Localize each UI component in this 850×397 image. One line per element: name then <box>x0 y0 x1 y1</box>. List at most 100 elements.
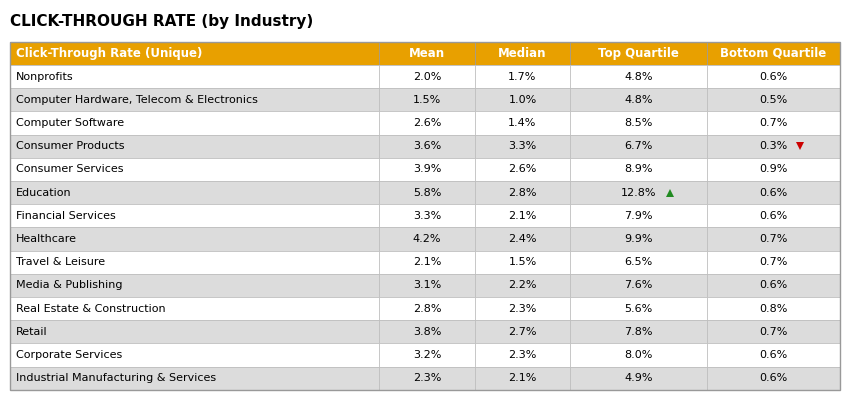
Text: 2.0%: 2.0% <box>413 71 441 81</box>
Text: 2.6%: 2.6% <box>508 164 536 174</box>
Bar <box>10 204 379 227</box>
Text: Industrial Manufacturing & Services: Industrial Manufacturing & Services <box>16 373 216 383</box>
Text: 7.6%: 7.6% <box>625 280 653 290</box>
Text: 7.9%: 7.9% <box>625 211 653 221</box>
Text: Top Quartile: Top Quartile <box>598 47 679 60</box>
Bar <box>10 274 379 297</box>
Text: 2.4%: 2.4% <box>508 234 536 244</box>
Bar <box>707 204 840 227</box>
Bar <box>475 135 570 158</box>
Bar <box>10 251 379 274</box>
Text: 8.0%: 8.0% <box>625 350 653 360</box>
Bar <box>570 343 707 367</box>
Text: 2.1%: 2.1% <box>508 373 536 383</box>
Bar <box>570 204 707 227</box>
Bar <box>10 320 379 343</box>
Bar <box>10 227 379 251</box>
Text: Mean: Mean <box>409 47 445 60</box>
Bar <box>475 274 570 297</box>
Bar <box>570 227 707 251</box>
Text: 0.6%: 0.6% <box>759 280 788 290</box>
Text: 2.3%: 2.3% <box>508 350 536 360</box>
Text: Median: Median <box>498 47 547 60</box>
Text: 3.1%: 3.1% <box>413 280 441 290</box>
Bar <box>475 227 570 251</box>
Bar <box>570 88 707 111</box>
Bar <box>707 135 840 158</box>
Text: 0.6%: 0.6% <box>759 71 788 81</box>
Text: Consumer Products: Consumer Products <box>16 141 125 151</box>
Text: Computer Software: Computer Software <box>16 118 124 128</box>
Bar <box>10 42 840 390</box>
Text: 4.2%: 4.2% <box>413 234 441 244</box>
Bar <box>570 111 707 135</box>
Bar <box>570 42 707 65</box>
Bar <box>707 111 840 135</box>
Text: 0.7%: 0.7% <box>759 327 788 337</box>
Text: 0.7%: 0.7% <box>759 257 788 267</box>
Bar <box>475 320 570 343</box>
Text: 3.3%: 3.3% <box>508 141 536 151</box>
Text: 5.8%: 5.8% <box>413 187 441 198</box>
Text: 1.0%: 1.0% <box>508 95 536 105</box>
Bar <box>475 158 570 181</box>
Bar <box>10 343 379 367</box>
Bar <box>379 88 475 111</box>
Bar <box>707 65 840 88</box>
Text: 0.7%: 0.7% <box>759 118 788 128</box>
Text: Click-Through Rate (Unique): Click-Through Rate (Unique) <box>16 47 202 60</box>
Bar <box>475 181 570 204</box>
Text: 3.8%: 3.8% <box>413 327 441 337</box>
Text: 0.3%: 0.3% <box>759 141 788 151</box>
Bar <box>379 111 475 135</box>
Bar <box>10 42 379 65</box>
Bar <box>707 251 840 274</box>
Bar <box>570 65 707 88</box>
Bar <box>379 135 475 158</box>
Text: 9.9%: 9.9% <box>625 234 653 244</box>
Bar <box>379 181 475 204</box>
Text: 8.9%: 8.9% <box>625 164 653 174</box>
Bar <box>570 251 707 274</box>
Text: 6.7%: 6.7% <box>625 141 653 151</box>
Bar <box>707 274 840 297</box>
Text: 4.8%: 4.8% <box>625 71 653 81</box>
Bar <box>10 135 379 158</box>
Text: 5.6%: 5.6% <box>625 304 653 314</box>
Bar <box>707 343 840 367</box>
Text: 2.8%: 2.8% <box>413 304 441 314</box>
Bar <box>570 297 707 320</box>
Bar <box>570 135 707 158</box>
Bar <box>379 42 475 65</box>
Bar <box>475 367 570 390</box>
Text: Travel & Leisure: Travel & Leisure <box>16 257 105 267</box>
Bar <box>707 227 840 251</box>
Text: 1.4%: 1.4% <box>508 118 536 128</box>
Text: 3.9%: 3.9% <box>413 164 441 174</box>
Text: 12.8%: 12.8% <box>620 187 656 198</box>
Text: 2.2%: 2.2% <box>508 280 536 290</box>
Bar <box>10 367 379 390</box>
Bar <box>707 158 840 181</box>
Text: 0.9%: 0.9% <box>759 164 788 174</box>
Text: Nonprofits: Nonprofits <box>16 71 74 81</box>
Bar <box>379 158 475 181</box>
Bar <box>379 343 475 367</box>
Bar <box>379 227 475 251</box>
Bar <box>707 181 840 204</box>
Text: Real Estate & Construction: Real Estate & Construction <box>16 304 166 314</box>
Bar <box>10 158 379 181</box>
Text: 2.7%: 2.7% <box>508 327 536 337</box>
Text: 0.7%: 0.7% <box>759 234 788 244</box>
Bar <box>570 320 707 343</box>
Text: 2.6%: 2.6% <box>413 118 441 128</box>
Text: 0.6%: 0.6% <box>759 373 788 383</box>
Text: 2.3%: 2.3% <box>508 304 536 314</box>
Bar <box>570 181 707 204</box>
Bar <box>475 88 570 111</box>
Bar <box>379 320 475 343</box>
Bar <box>379 367 475 390</box>
Bar <box>707 297 840 320</box>
Text: 1.5%: 1.5% <box>508 257 536 267</box>
Text: Financial Services: Financial Services <box>16 211 116 221</box>
